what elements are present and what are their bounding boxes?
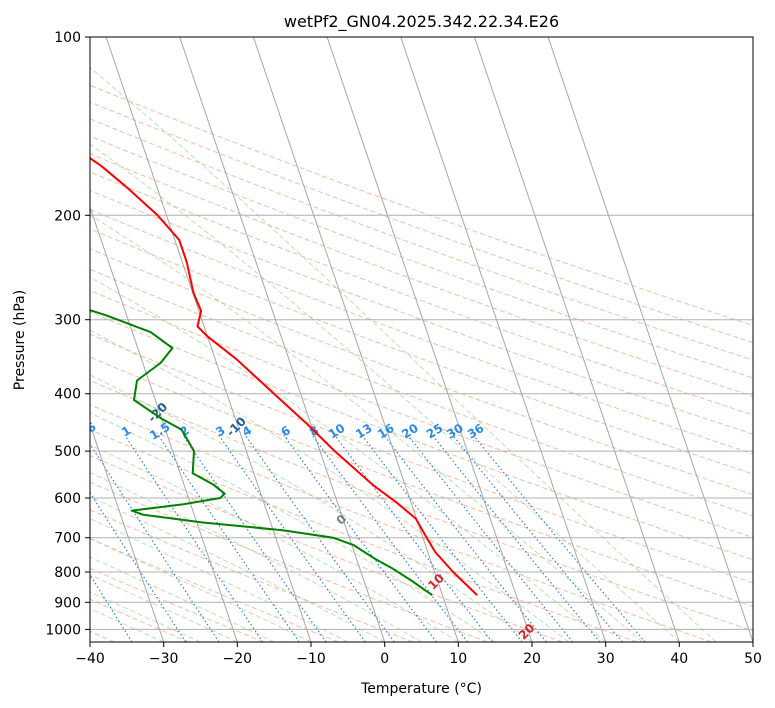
dry-adiabat (90, 153, 753, 397)
moist-adiabat (90, 143, 680, 642)
y-tick-label: 900 (54, 595, 81, 611)
y-tick-label: 500 (54, 444, 81, 460)
y-tick-label: 200 (54, 208, 81, 224)
dry-adiabat (90, 429, 638, 642)
mixing-ratio-line (334, 434, 493, 642)
x-tick-label: −40 (75, 651, 105, 667)
dry-adiabat (90, 455, 563, 642)
moist-adiabat (90, 556, 275, 642)
dry-adiabat (90, 538, 339, 642)
x-axis-label: Temperature (°C) (360, 681, 482, 697)
moist-adiabat (90, 472, 422, 642)
mixing-ratio-line (407, 434, 574, 642)
mixing-ratio-line (431, 434, 601, 642)
dry-adiabat (90, 189, 753, 435)
moist-adiabat (90, 374, 533, 642)
x-tick-label: 20 (523, 651, 541, 667)
dry-adiabat (90, 567, 264, 642)
y-tick-label: 400 (54, 387, 81, 403)
isotherm-line (90, 422, 165, 642)
axes: −40 −30 −20 −10 0 10 20 30 40 50 100 200 300 400 500 60… (45, 30, 762, 667)
dry-adiabat (90, 404, 712, 642)
y-axis-label: Pressure (hPa) (12, 290, 28, 390)
x-tick-label: −20 (223, 651, 253, 667)
isotherm-line (400, 37, 607, 642)
dry-adiabat (90, 289, 753, 539)
moist-adiabat (90, 329, 570, 642)
y-tick-label: 600 (54, 491, 81, 507)
mixing-ratio-line (124, 434, 264, 642)
isotherm-line (326, 37, 533, 642)
mixing-ratio-line (361, 434, 523, 642)
moist-adiabat (90, 67, 717, 642)
plot-frame (89, 36, 754, 643)
y-tick-label: 100 (54, 30, 81, 46)
y-tick-label: 700 (54, 531, 81, 547)
grid-lines (90, 37, 753, 642)
isotherm-line (105, 37, 312, 642)
mixing-ratio-line (452, 434, 623, 642)
dry-adiabat (90, 135, 753, 379)
mixing-ratio-line (311, 434, 468, 642)
dry-adiabat (90, 379, 753, 632)
x-tick-label: −30 (149, 651, 179, 667)
x-tick-label: 50 (744, 651, 762, 667)
chart-title: wetPf2_GN04.2025.342.22.34.E26 (284, 12, 559, 32)
moist-adiabat (90, 496, 385, 642)
dry-adiabat (90, 333, 753, 584)
dry-adiabat (90, 481, 488, 642)
mixing-ratio-line (157, 434, 300, 642)
background-lines (90, 67, 753, 642)
mixing-ratio-line (472, 434, 646, 642)
sounding-profiles (90, 156, 478, 596)
x-tick-label: 40 (670, 651, 688, 667)
isotherm-line (547, 37, 753, 642)
plot-area (90, 37, 753, 642)
y-tick-label: 300 (54, 313, 81, 329)
isotherm-line (473, 37, 680, 642)
x-tick-label: −10 (296, 651, 326, 667)
mixing-ratio-label: 0.6 (73, 420, 98, 443)
mixing-ratio-line (182, 434, 327, 642)
dry-adiabat (90, 101, 753, 344)
dry-adiabat (90, 171, 753, 416)
dry-adiabat (90, 268, 753, 517)
dry-adiabat (90, 118, 753, 361)
isotherm-line (252, 37, 459, 642)
dry-adiabat (90, 598, 189, 642)
dewpoint-profile (90, 309, 433, 596)
y-tick-label: 800 (54, 565, 81, 581)
x-tick-label: 0 (380, 651, 389, 667)
mixing-ratio-line (90, 573, 133, 642)
isotherm-line (179, 37, 386, 642)
x-tick-label: 30 (597, 651, 615, 667)
x-tick-label: 10 (449, 651, 467, 667)
y-tick-label: 1000 (45, 622, 81, 638)
moist-adiabat (90, 276, 607, 642)
isotherm-line (90, 205, 238, 642)
moist-adiabat (90, 444, 459, 642)
dry-adiabat (90, 84, 753, 326)
temperature-profile (90, 156, 478, 596)
